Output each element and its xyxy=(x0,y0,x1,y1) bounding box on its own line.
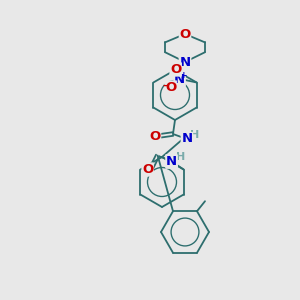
Text: H: H xyxy=(176,152,185,161)
Text: O: O xyxy=(165,81,176,94)
Text: N: N xyxy=(174,73,185,86)
Text: N: N xyxy=(179,56,191,68)
Text: O: O xyxy=(170,63,181,76)
Text: N: N xyxy=(182,133,193,146)
Text: N: N xyxy=(166,155,177,168)
Text: -: - xyxy=(162,80,167,91)
Text: O: O xyxy=(179,28,191,40)
Text: N: N xyxy=(182,133,193,146)
Text: O: O xyxy=(142,163,153,176)
Text: N: N xyxy=(179,56,191,68)
Text: +: + xyxy=(180,71,188,80)
Text: H: H xyxy=(190,130,200,140)
Text: N: N xyxy=(166,155,177,168)
Text: O: O xyxy=(149,130,161,142)
